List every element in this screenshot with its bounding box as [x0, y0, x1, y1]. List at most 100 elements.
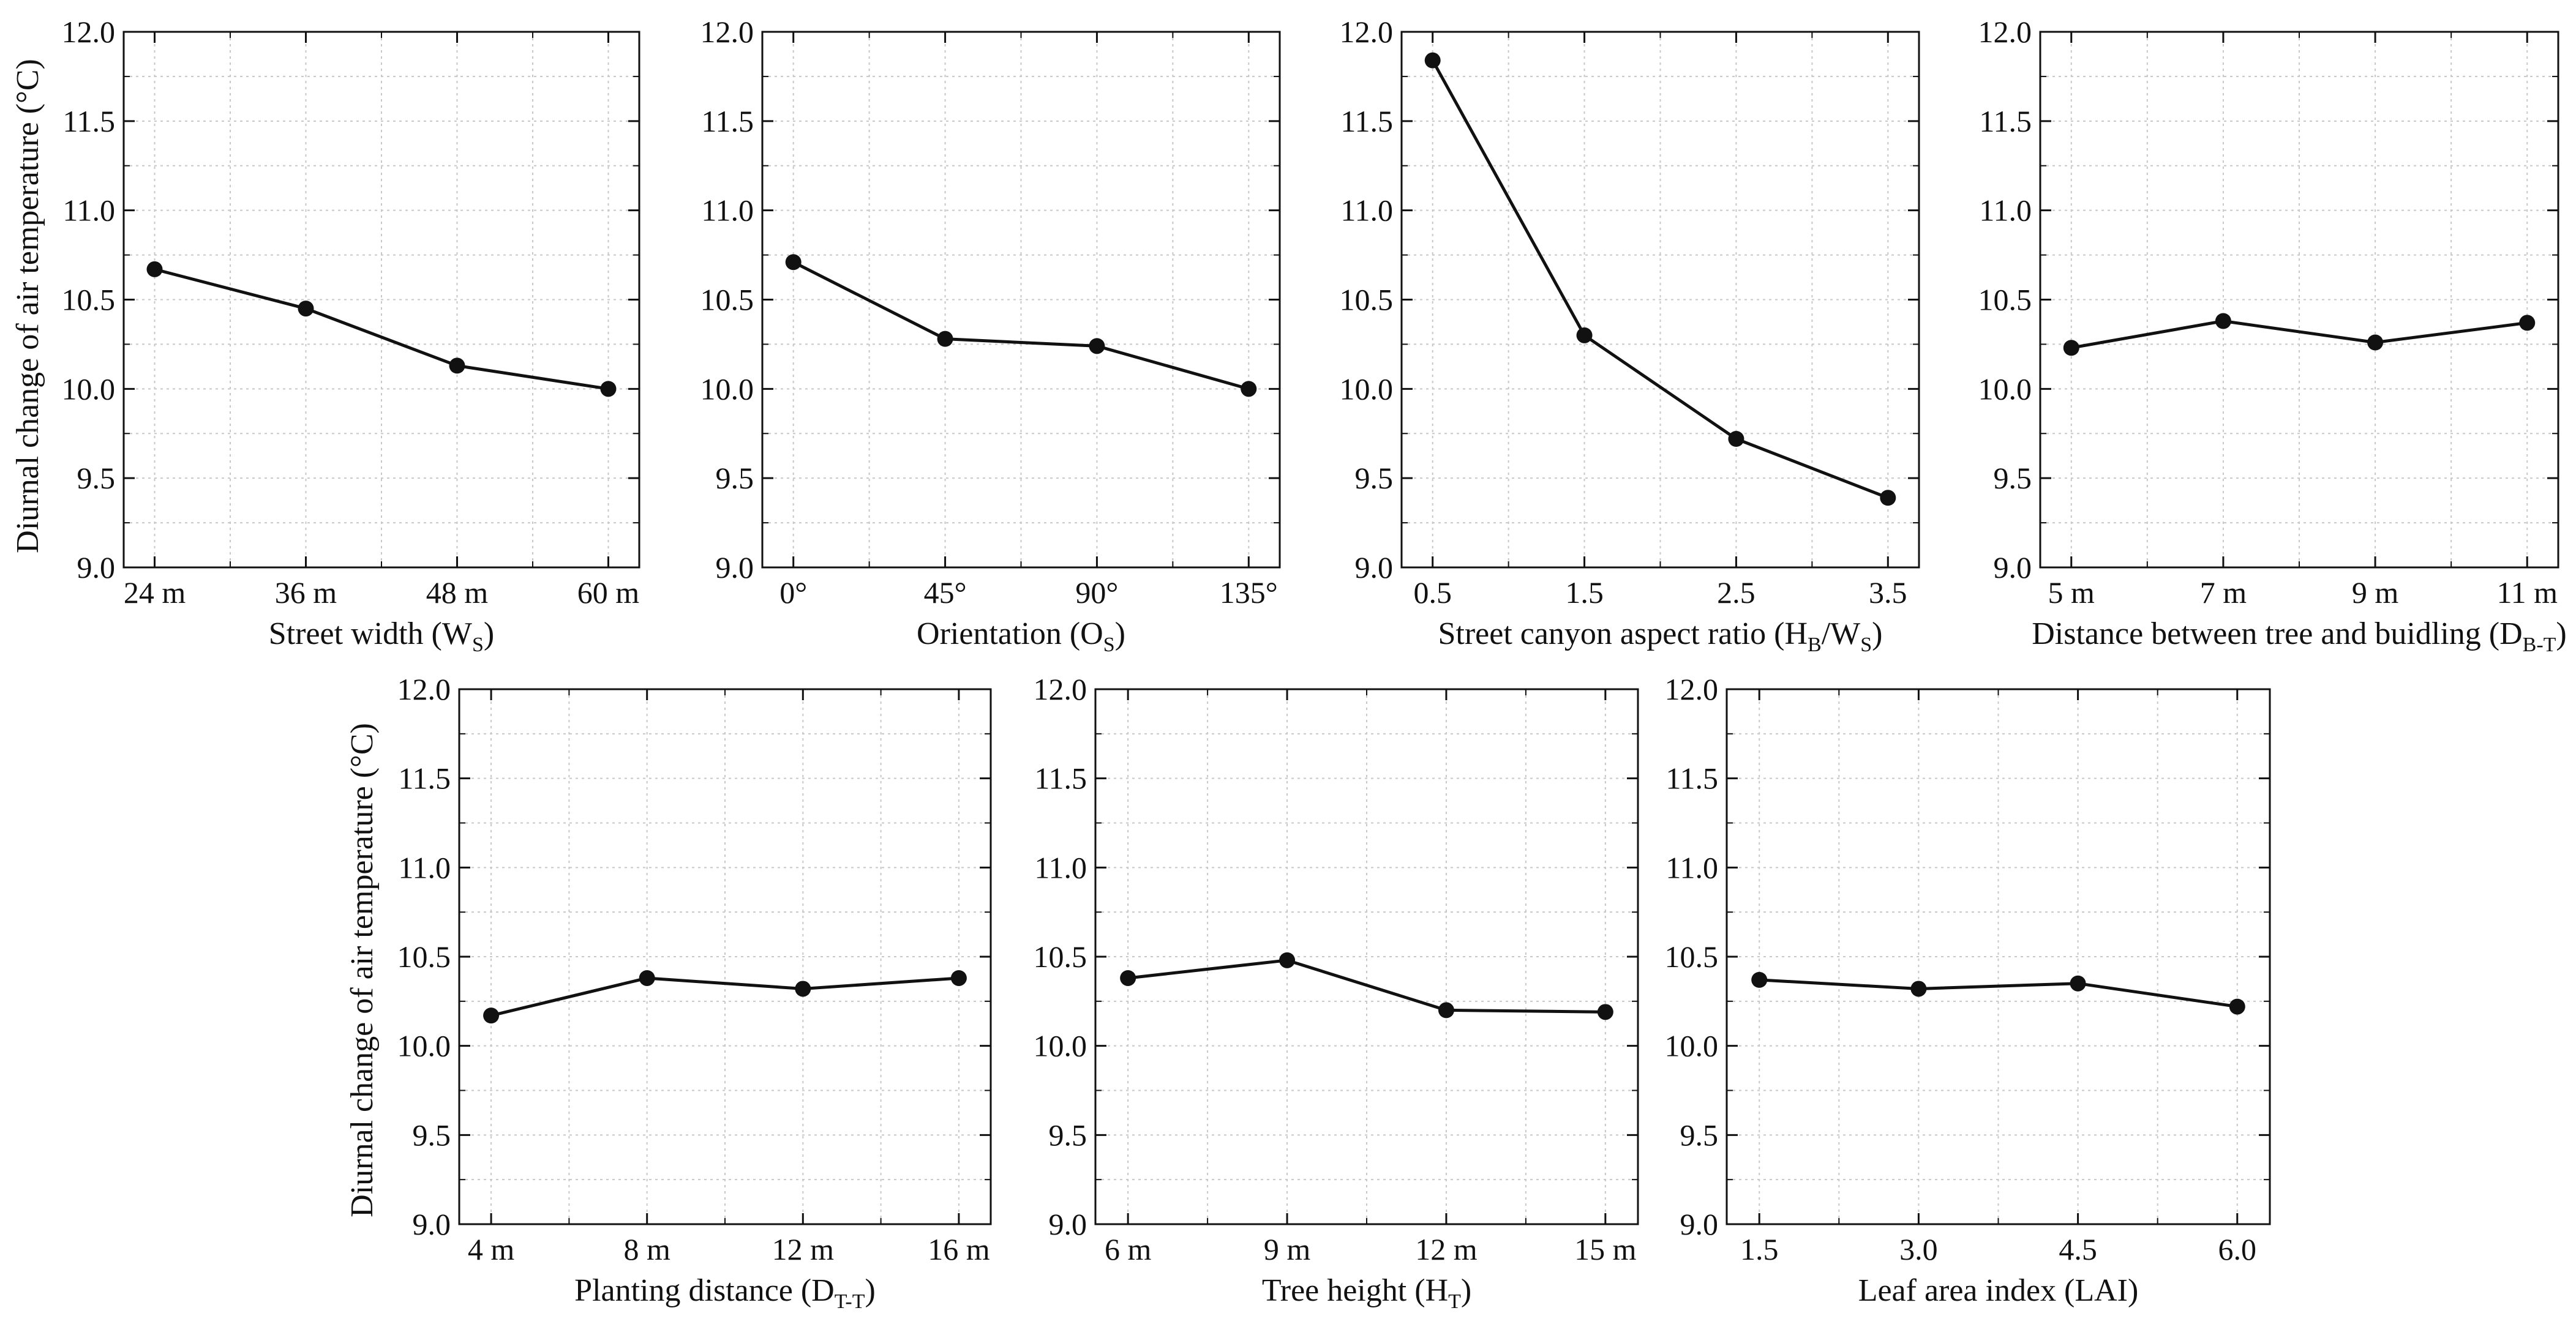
x-tick-label: 7 m: [2200, 575, 2247, 610]
y-tick-label: 10.5: [1340, 283, 1394, 317]
data-point: [600, 381, 617, 397]
data-point: [785, 254, 802, 271]
x-axis-title: Orientation (OS): [917, 616, 1125, 656]
data-point: [950, 970, 967, 986]
x-tick-label: 11 m: [2496, 575, 2558, 610]
y-tick-label: 10.5: [1665, 940, 1719, 974]
data-point: [639, 970, 655, 986]
y-tick-label: 10.5: [1978, 283, 2032, 317]
data-point: [1424, 52, 1441, 69]
y-tick-label: 9.0: [1680, 1207, 1719, 1241]
data-point: [449, 357, 465, 374]
x-tick-label: 36 m: [275, 575, 337, 610]
y-tick-label: 10.5: [62, 283, 116, 317]
y-tick-label: 10.0: [1665, 1029, 1719, 1063]
x-tick-label: 90°: [1075, 575, 1118, 610]
x-tick-label: 4 m: [468, 1232, 515, 1266]
x-tick-label: 4.5: [2059, 1232, 2097, 1266]
y-tick-label: 9.5: [716, 461, 754, 495]
y-tick-label: 11.0: [62, 193, 115, 228]
series-line: [792, 261, 1249, 391]
y-tick-label: 12.0: [1034, 672, 1087, 706]
data-point: [1880, 490, 1896, 506]
data-point: [2070, 975, 2086, 992]
data-point: [937, 331, 953, 347]
chart-panel-2: 9.0 9.5 10.0 10.5 11.0 11.5 12.0 0° 45° 90° 135° Or…: [700, 15, 1281, 656]
data-point: [2367, 334, 2384, 351]
x-axis-title: Tree height (HT): [1262, 1273, 1471, 1313]
data-point: [2229, 998, 2245, 1015]
data-point: [1120, 970, 1136, 986]
y-tick-label: 10.0: [700, 372, 754, 406]
y-tick-label: 10.5: [397, 940, 451, 974]
x-tick-label: 135°: [1220, 575, 1278, 610]
y-tick-label: 12.0: [397, 672, 451, 706]
data-point: [1910, 981, 1927, 997]
x-tick-label: 6 m: [1105, 1232, 1152, 1266]
data-point: [2215, 313, 2231, 329]
y-tick-label: 9.5: [1049, 1118, 1087, 1152]
x-tick-label: 1.5: [1740, 1232, 1779, 1266]
chart-panel-7: 9.0 9.5 10.0 10.5 11.0 11.5 12.0 1.5 3.0 4.5 6.0 Le…: [1665, 672, 2271, 1308]
y-tick-label: 12.0: [1340, 15, 1394, 49]
chart-panel-6: 9.0 9.5 10.0 10.5 11.0 11.5 12.0 6 m 9 m 12 m 15 m…: [1034, 672, 1639, 1313]
chart-panel-4: 9.0 9.5 10.0 10.5 11.0 11.5 12.0 5 m 7 m 9 m 11 m D…: [1978, 15, 2567, 656]
y-tick-label: 10.0: [1340, 372, 1394, 406]
y-tick-label: 11.0: [1665, 850, 1718, 884]
x-axis-title: Leaf area index (LAI): [1858, 1273, 2139, 1308]
data-point: [483, 1007, 500, 1024]
y-tick-label: 10.0: [397, 1029, 451, 1063]
y-tick-label: 11.5: [62, 104, 115, 138]
y-tick-label: 11.0: [1034, 850, 1087, 884]
y-tick-label: 9.0: [77, 550, 116, 585]
y-tick-label: 9.0: [716, 550, 754, 585]
data-point: [1576, 327, 1593, 343]
y-axis-title-bottom: Diurnal change of air temperature (°C): [345, 723, 380, 1217]
data-point: [1241, 381, 1257, 397]
data-point: [298, 301, 314, 317]
y-tick-label: 11.0: [398, 850, 451, 884]
x-axis-title: Street canyon aspect ratio (HB/WS): [1438, 616, 1882, 656]
y-tick-label: 9.5: [1994, 461, 2032, 495]
y-axis-title-top: Diurnal change of air temperature (°C): [10, 59, 45, 553]
y-tick-label: 9.5: [77, 461, 116, 495]
x-tick-label: 16 m: [928, 1232, 990, 1266]
x-tick-label: 0°: [779, 575, 807, 610]
y-tick-label: 9.0: [413, 1207, 451, 1241]
y-tick-label: 11.0: [1340, 193, 1393, 228]
series-line: [2071, 320, 2528, 350]
y-tick-label: 9.5: [413, 1118, 451, 1152]
x-tick-label: 3.5: [1869, 575, 1907, 610]
x-tick-label: 15 m: [1574, 1232, 1637, 1266]
y-tick-label: 9.5: [1680, 1118, 1719, 1152]
y-tick-label: 11.5: [1340, 104, 1393, 138]
data-point: [146, 261, 163, 277]
series-line: [1127, 959, 1605, 1014]
x-tick-label: 8 m: [623, 1232, 670, 1266]
x-axis-title: Distance between tree and buidling (DB-T…: [2032, 616, 2567, 656]
y-tick-label: 12.0: [700, 15, 754, 49]
x-tick-label: 1.5: [1565, 575, 1604, 610]
y-tick-label: 10.5: [1034, 940, 1087, 974]
y-tick-label: 9.5: [1355, 461, 1394, 495]
y-tick-label: 10.0: [1034, 1029, 1087, 1063]
y-tick-label: 11.5: [1665, 761, 1718, 796]
y-tick-label: 10.0: [1978, 372, 2032, 406]
data-point: [1751, 971, 1768, 988]
x-axis-title: Planting distance (DT-T): [574, 1273, 876, 1313]
y-tick-label: 11.0: [1979, 193, 2032, 228]
y-tick-label: 9.0: [1049, 1207, 1087, 1241]
data-point: [1089, 338, 1105, 354]
chart-panel-1: 9.0 9.5 10.0 10.5 11.0 11.5 12.0 24 m 36 m 48 m 60…: [62, 15, 640, 656]
x-tick-label: 5 m: [2048, 575, 2095, 610]
x-tick-label: 0.5: [1413, 575, 1452, 610]
x-tick-label: 2.5: [1717, 575, 1756, 610]
x-tick-label: 9 m: [2352, 575, 2399, 610]
x-tick-label: 48 m: [426, 575, 489, 610]
y-tick-label: 12.0: [1978, 15, 2032, 49]
y-tick-label: 11.5: [1979, 104, 2032, 138]
data-point: [1597, 1004, 1613, 1020]
y-tick-label: 12.0: [62, 15, 116, 49]
y-tick-label: 11.5: [1034, 761, 1087, 796]
